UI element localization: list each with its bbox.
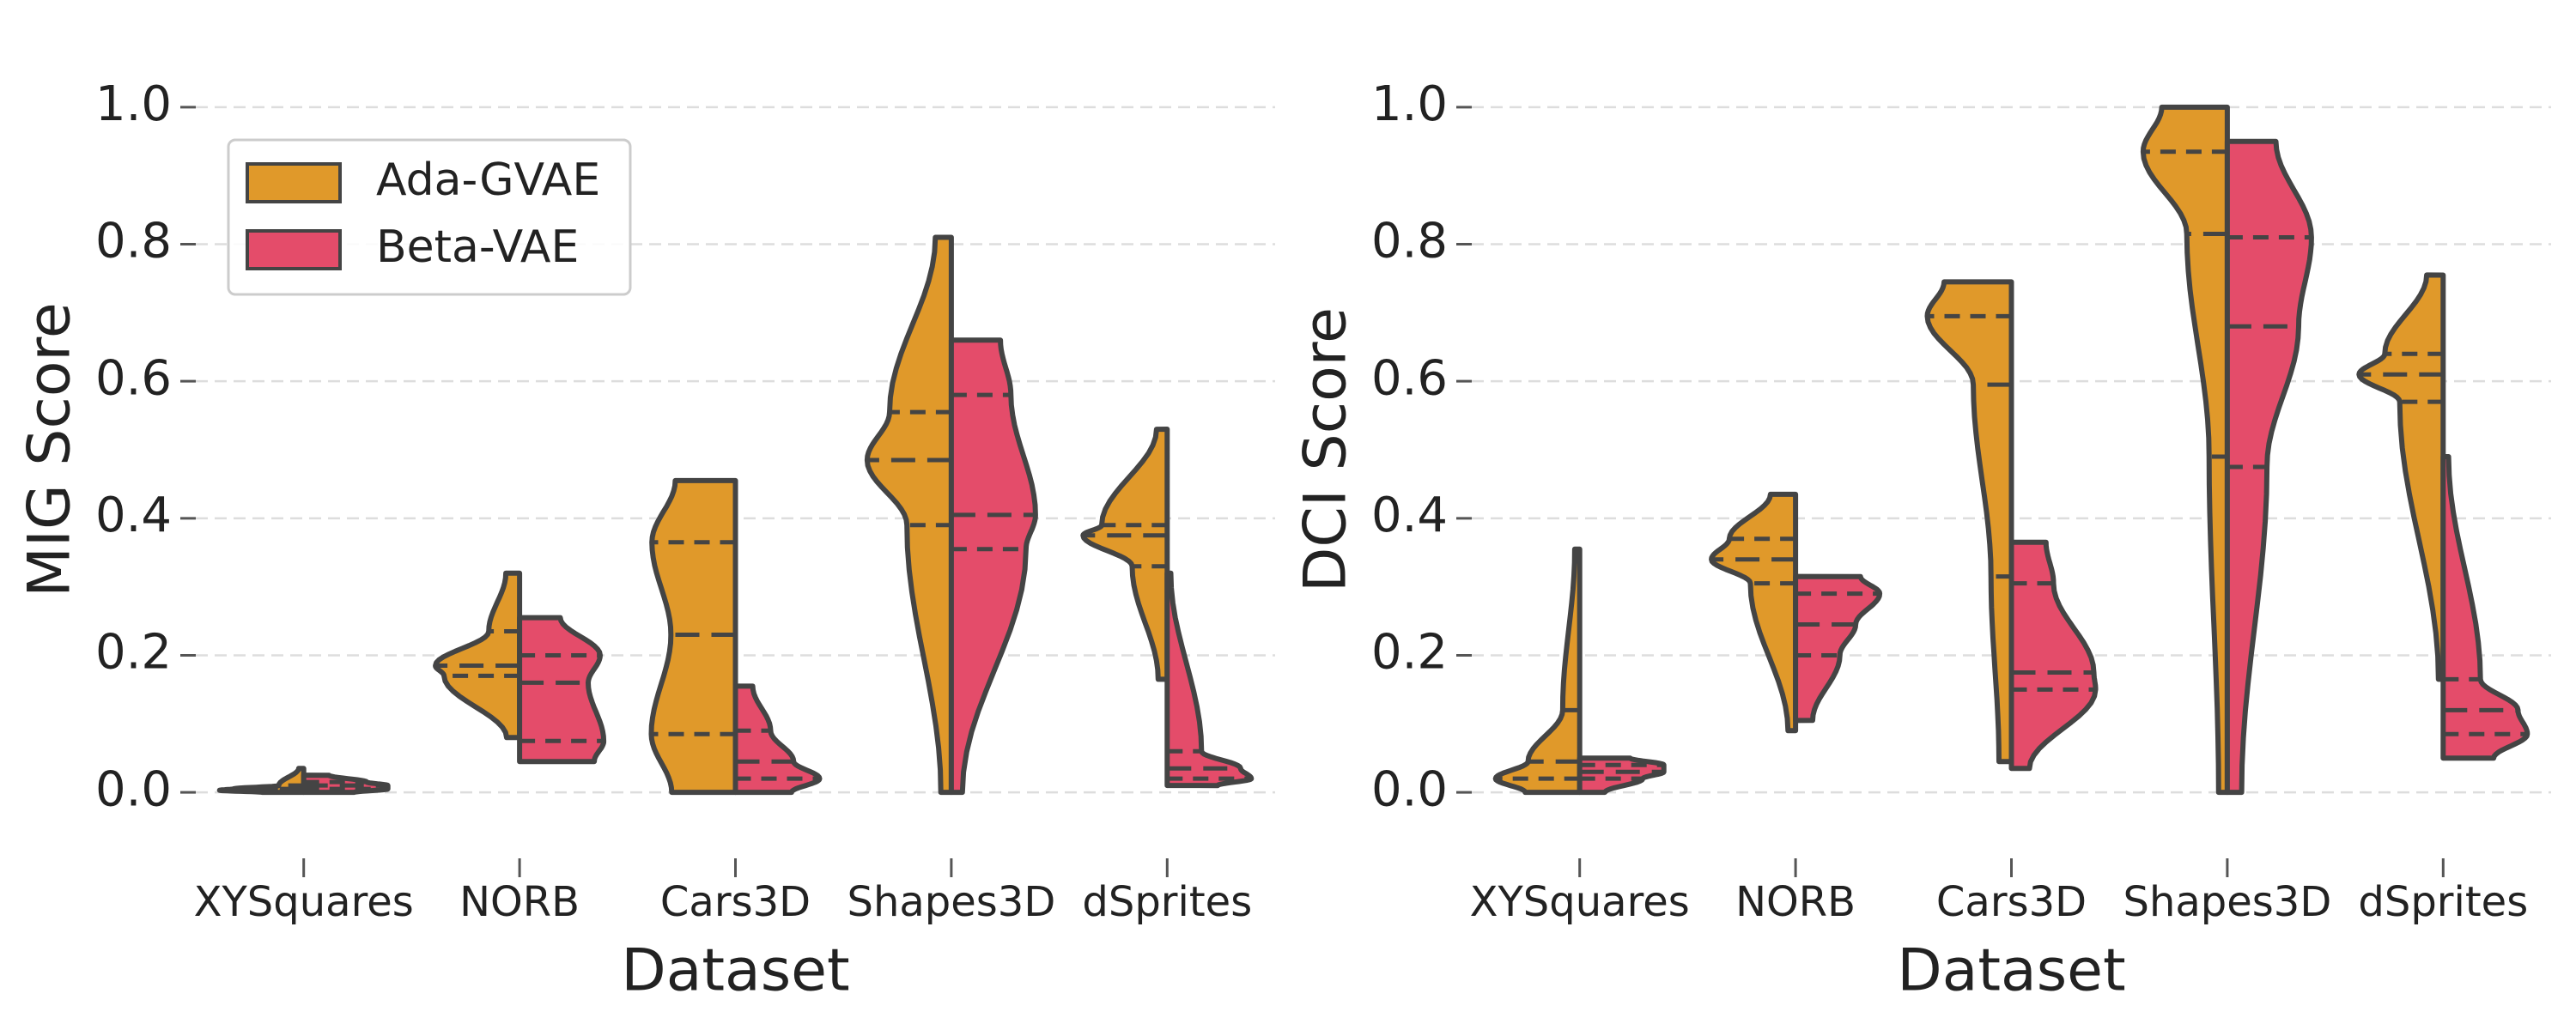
- violin-half: [1924, 279, 2014, 765]
- violin-half: [2008, 539, 2099, 772]
- y-tick-label: 1.0: [95, 76, 172, 132]
- x-tick-label: Shapes3D: [2123, 878, 2331, 926]
- x-axis-label: Dataset: [1897, 937, 2125, 1005]
- y-axis-label: DCI Score: [1292, 307, 1360, 592]
- violin-half: [948, 337, 1038, 796]
- legend-label: Beta-VAE: [376, 221, 579, 273]
- x-tick-label: XYSquares: [194, 878, 414, 926]
- x-tick-label: dSprites: [1082, 878, 1252, 926]
- y-tick-label: 0.2: [95, 625, 172, 681]
- violin-half: [1793, 573, 1883, 724]
- y-tick-label: 0.6: [1371, 350, 1448, 406]
- x-tick-label: NORB: [1735, 878, 1856, 926]
- x-tick-label: Cars3D: [660, 878, 811, 926]
- violin-half: [864, 234, 954, 796]
- x-tick-label: Cars3D: [1936, 878, 2087, 926]
- y-tick-label: 1.0: [1371, 76, 1448, 132]
- violin-half: [2440, 453, 2530, 761]
- violin-half: [1492, 546, 1583, 796]
- y-tick-label: 0.0: [95, 761, 172, 817]
- legend-label: Ada-GVAE: [376, 154, 600, 206]
- x-tick-label: dSprites: [2358, 878, 2528, 926]
- violin-half: [216, 766, 307, 796]
- violin-half: [2140, 104, 2230, 796]
- violin-half: [2356, 272, 2446, 682]
- violin-half: [1164, 570, 1255, 789]
- violin-half: [1709, 491, 1799, 734]
- x-tick-label: NORB: [459, 878, 580, 926]
- y-tick-label: 0.0: [1371, 761, 1448, 817]
- x-axis-label: Dataset: [621, 937, 849, 1005]
- x-tick-label: Shapes3D: [847, 878, 1055, 926]
- legend-swatch: [246, 162, 342, 203]
- violin-half: [2224, 138, 2314, 796]
- y-axis-label: MIG Score: [16, 302, 84, 597]
- y-tick-label: 0.8: [95, 214, 172, 270]
- violin-half: [1080, 427, 1170, 682]
- x-tick-label: XYSquares: [1470, 878, 1690, 926]
- violin-half: [732, 683, 823, 796]
- legend-swatch: [246, 229, 342, 270]
- y-tick-label: 0.4: [1371, 488, 1448, 543]
- y-tick-label: 0.4: [95, 488, 172, 543]
- y-tick-label: 0.2: [1371, 625, 1448, 681]
- violin-half: [433, 570, 523, 741]
- y-tick-label: 0.6: [95, 350, 172, 406]
- y-tick-label: 0.8: [1371, 214, 1448, 270]
